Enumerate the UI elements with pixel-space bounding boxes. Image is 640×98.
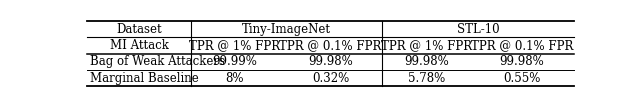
Text: 5.78%: 5.78% bbox=[408, 72, 445, 85]
Text: 99.98%: 99.98% bbox=[308, 55, 353, 68]
Text: MI Attack: MI Attack bbox=[109, 39, 168, 52]
Text: Tiny-ImageNet: Tiny-ImageNet bbox=[242, 23, 331, 35]
Text: 0.32%: 0.32% bbox=[312, 72, 349, 85]
Text: Bag of Weak Attackers: Bag of Weak Attackers bbox=[90, 55, 225, 68]
Text: 99.99%: 99.99% bbox=[212, 55, 257, 68]
Text: STL-10: STL-10 bbox=[456, 23, 499, 35]
Text: TPR @ 0.1% FPR: TPR @ 0.1% FPR bbox=[279, 39, 381, 52]
Text: 99.98%: 99.98% bbox=[499, 55, 544, 68]
Text: TPR @ 0.1% FPR: TPR @ 0.1% FPR bbox=[470, 39, 573, 52]
Text: Marginal Baseline: Marginal Baseline bbox=[90, 72, 199, 85]
Text: 0.55%: 0.55% bbox=[503, 72, 541, 85]
Text: TPR @ 1% FPR: TPR @ 1% FPR bbox=[189, 39, 280, 52]
Text: 99.98%: 99.98% bbox=[404, 55, 449, 68]
Text: TPR @ 1% FPR: TPR @ 1% FPR bbox=[381, 39, 472, 52]
Text: Dataset: Dataset bbox=[116, 23, 162, 35]
Text: 8%: 8% bbox=[225, 72, 244, 85]
